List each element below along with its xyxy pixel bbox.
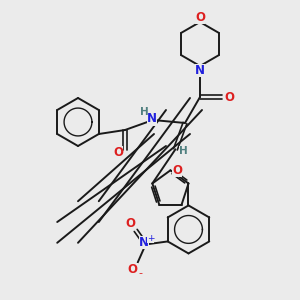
Text: N: N: [139, 236, 149, 249]
Text: O: O: [128, 263, 138, 276]
Text: O: O: [224, 91, 234, 103]
Text: O: O: [126, 217, 136, 230]
Text: O: O: [113, 146, 123, 158]
Text: N: N: [195, 64, 205, 76]
Text: O: O: [195, 11, 205, 23]
Text: +: +: [147, 234, 154, 243]
Text: N: N: [147, 112, 157, 125]
Text: O: O: [172, 164, 182, 177]
Text: H: H: [179, 146, 188, 156]
Text: -: -: [139, 268, 143, 278]
Text: H: H: [140, 107, 148, 117]
